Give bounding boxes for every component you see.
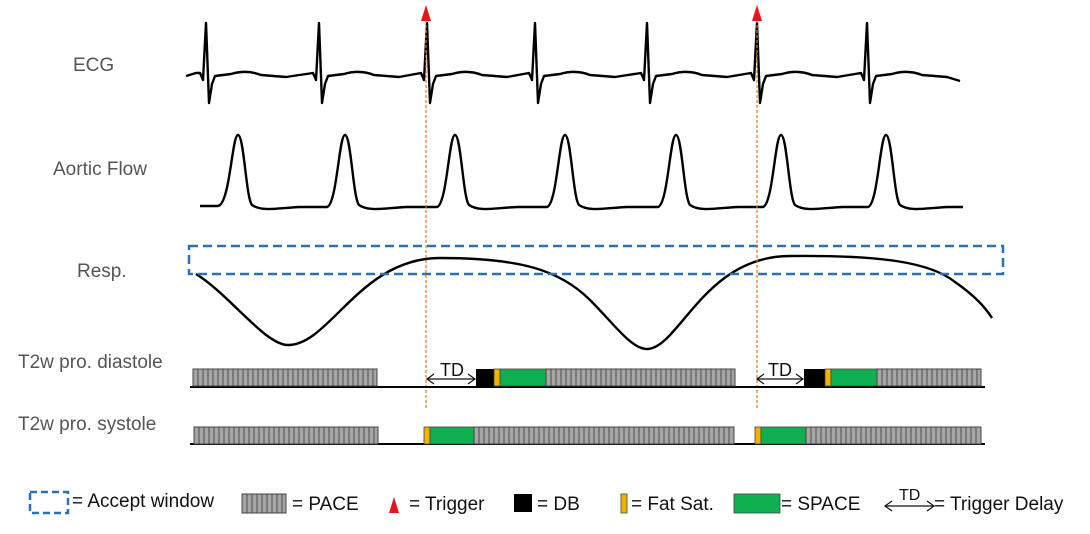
- systole-pace-1: [193, 426, 379, 445]
- legend-db-symbol: [514, 494, 532, 512]
- td-label-diastole-1: TD: [440, 360, 464, 380]
- legend-trigger-symbol: [389, 497, 399, 513]
- resp-label: Resp.: [77, 261, 127, 282]
- diastole-db-2: [804, 369, 825, 386]
- diastole-db-1: [476, 369, 494, 386]
- legend-space-symbol: [733, 493, 781, 514]
- diastole-pace-1-stripes: [197, 369, 374, 386]
- diastole-pace-3: [876, 368, 982, 387]
- diastole-pace-3-stripes: [881, 369, 978, 386]
- diastole-label: T2w pro. diastole: [18, 352, 163, 373]
- legend-space-text: = SPACE: [781, 494, 861, 515]
- legend-fat-sat-text: = Fat Sat.: [631, 494, 714, 515]
- legend-trigger-delay-text: = Trigger Delay: [934, 494, 1064, 515]
- td-arrow-diastole-2: [755, 373, 805, 385]
- td-arrow-diastole-1: [425, 373, 477, 385]
- systole-label: T2w pro. systole: [18, 414, 157, 435]
- aortic-flow-label: Aortic Flow: [53, 159, 147, 180]
- ecg-waveform: [185, 21, 961, 105]
- legend-fatsat-symbol: [620, 493, 628, 514]
- systole-space-1: [429, 426, 475, 445]
- td-label-diastole-2: TD: [768, 360, 792, 380]
- respiratory-trace: [195, 254, 994, 351]
- legend-pace-text: = PACE: [292, 494, 359, 515]
- systole-fatsat-2: [754, 426, 762, 445]
- legend-pace-symbol-stripes: [246, 494, 283, 513]
- accept-window: [187, 244, 1005, 276]
- diastole-pace-2-stripes: [550, 369, 732, 386]
- legend-accept-window-text: = Accept window: [72, 491, 215, 512]
- diastole-pace-1: [192, 368, 378, 387]
- systole-space-2: [760, 426, 807, 445]
- aortic-flow-waveform: [200, 133, 963, 211]
- systole-pace-1-stripes: [198, 427, 375, 444]
- systole-pace-2-stripes: [478, 427, 730, 444]
- legend-td-symbol-text: TD: [899, 487, 921, 504]
- diastole-space-2: [830, 368, 878, 387]
- legend-db-text: = DB: [537, 494, 580, 515]
- systole-pace-3-stripes: [810, 427, 977, 444]
- diastole-fatsat-2: [824, 368, 832, 387]
- ecg-label: ECG: [73, 55, 115, 76]
- diastole-fatsat-1: [493, 368, 501, 387]
- trigger-arrow-1: [421, 5, 431, 21]
- systole-fatsat-1: [423, 426, 431, 445]
- diastole-space-1: [499, 368, 547, 387]
- diastole-pace-2: [545, 368, 736, 387]
- trigger-arrow-2: [752, 5, 762, 21]
- legend-td-arrow: [883, 500, 936, 512]
- legend-accept-window-symbol: [28, 490, 70, 515]
- systole-pace-3: [805, 426, 982, 445]
- legend-trigger-text: = Trigger: [409, 494, 485, 515]
- legend-pace-symbol: [241, 493, 287, 514]
